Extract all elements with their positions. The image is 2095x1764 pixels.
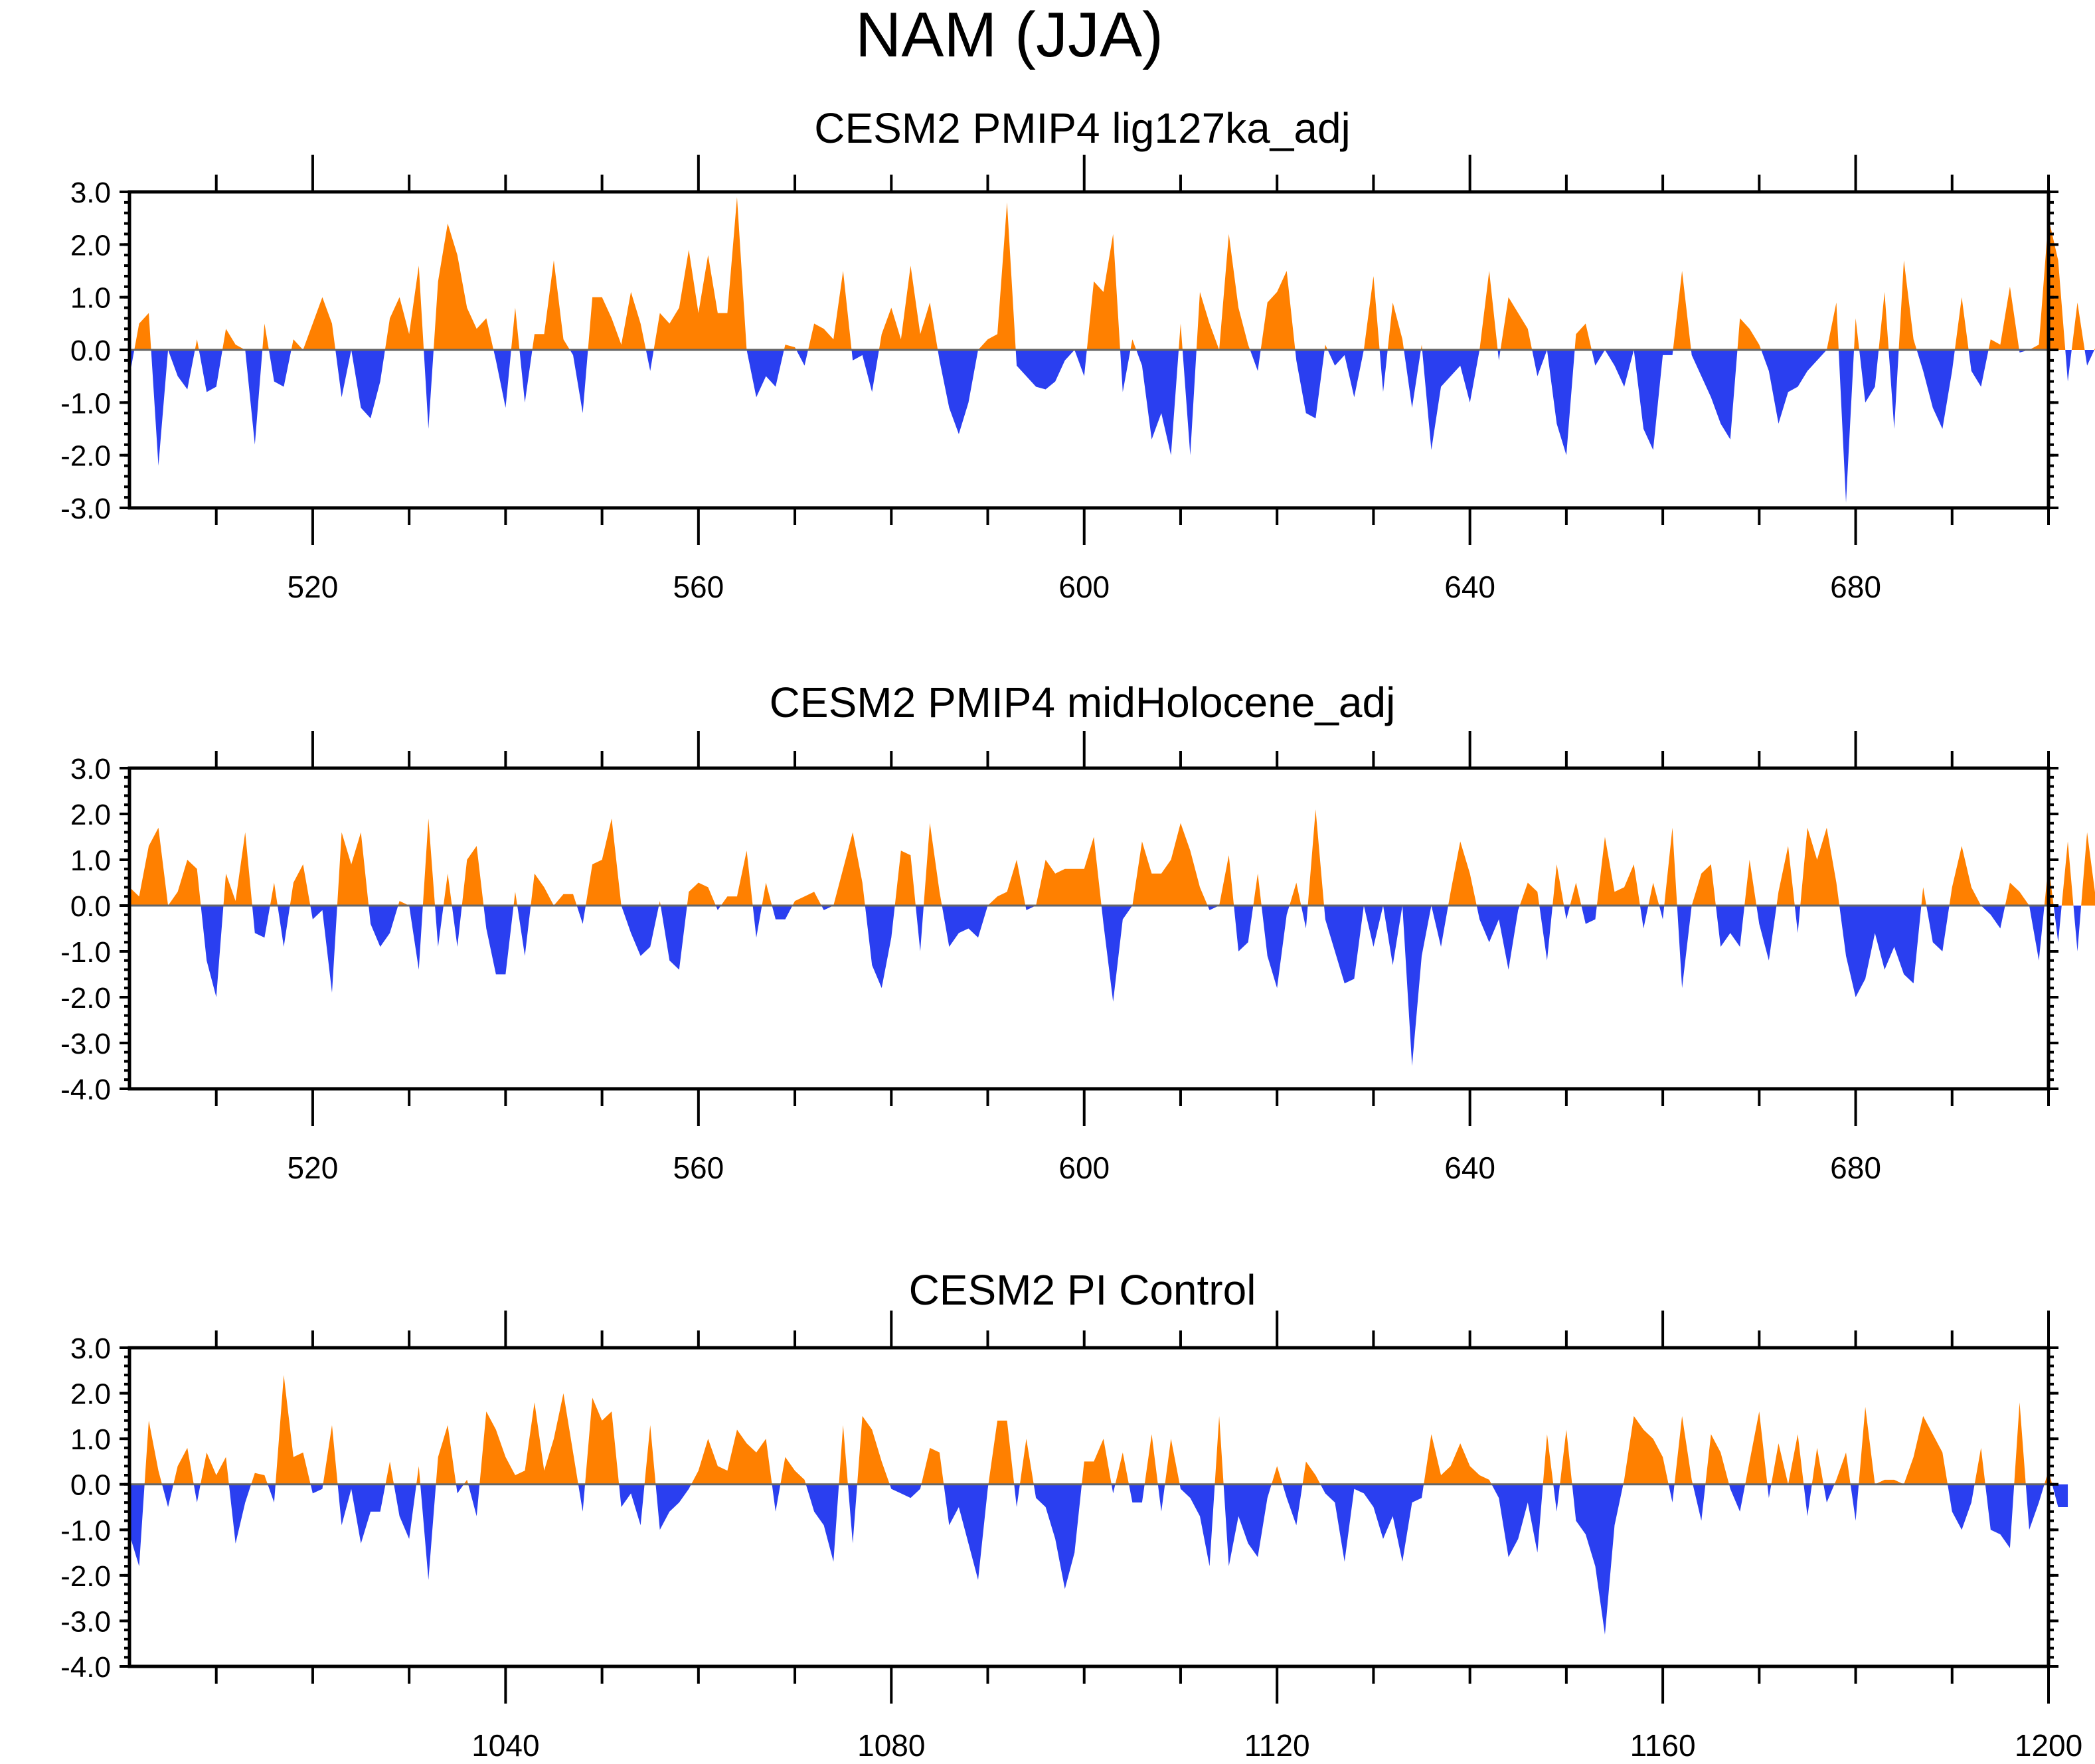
xtick-label: 600 [1058,1151,1110,1185]
positive-area [129,1375,2068,1484]
ytick-label: 0.0 [70,1469,111,1502]
ytick-label: -2.0 [60,982,111,1014]
ytick-label: 1.0 [70,282,111,315]
ytick-label: 1.0 [70,844,111,877]
negative-area [129,1484,2068,1635]
ytick-label: -1.0 [60,936,111,969]
ytick-label: 3.0 [70,753,111,785]
ytick-label: -3.0 [60,1028,111,1060]
ytick-label: 0.0 [70,890,111,923]
panel-pi-control: CESM2 PI Control 3.0 2.0 1.0 0.0 -1.0 -2.0 -3.… [60,1266,2082,1763]
xtick-label: 640 [1444,570,1495,604]
positive-area [129,809,2095,906]
xtick-label: 560 [673,570,724,604]
ytick-label: -3.0 [60,1605,111,1638]
panel-midholocene: CESM2 PMIP4 midHolocene_adj 3.0 2.0 1.0 0.0… [60,679,2095,1185]
xtick-label: 560 [673,1151,724,1185]
plot-frame [127,1346,2051,1668]
xtick-label: 1160 [1630,1728,1696,1763]
ytick-label: -1.0 [60,1514,111,1547]
ytick-label: -4.0 [60,1651,111,1684]
xtick-label: 1080 [857,1728,925,1763]
xtick-label: 520 [288,570,339,604]
ytick-label: -1.0 [60,387,111,420]
negative-area [129,350,2095,503]
panel-title: CESM2 PMIP4 lig127ka_adj [814,104,1351,152]
ytick-label: 1.0 [70,1423,111,1456]
ytick-label: 3.0 [70,177,111,209]
ytick-label: 2.0 [70,229,111,262]
ytick-label: 2.0 [70,1378,111,1411]
xtick-label: 640 [1444,1151,1495,1185]
negative-area [129,906,2095,1066]
xtick-label: 520 [288,1151,339,1185]
xtick-label: 680 [1830,570,1881,604]
plot-frame [127,766,2051,1091]
ytick-label: -2.0 [60,1560,111,1593]
panel-title: CESM2 PI Control [909,1266,1256,1314]
panel-lig127ka: CESM2 PMIP4 lig127ka_adj 3.0 2.0 1.0 0.0 -1.… [60,104,2095,604]
xtick-label: 680 [1830,1151,1881,1185]
ytick-label: -3.0 [60,493,111,525]
xtick-label: 600 [1058,570,1110,604]
xtick-label: 1040 [471,1728,539,1763]
figure-title: NAM (JJA) [855,0,1163,70]
xtick-label: 1200 [2015,1728,2082,1763]
ytick-label: 3.0 [70,1332,111,1365]
panel-title: CESM2 PMIP4 midHolocene_adj [770,679,1396,726]
xtick-label: 1120 [1244,1728,1310,1763]
ytick-label: 0.0 [70,335,111,367]
positive-area [129,197,2095,350]
ytick-label: -2.0 [60,440,111,473]
ytick-label: 2.0 [70,799,111,831]
ytick-label: -4.0 [60,1074,111,1106]
